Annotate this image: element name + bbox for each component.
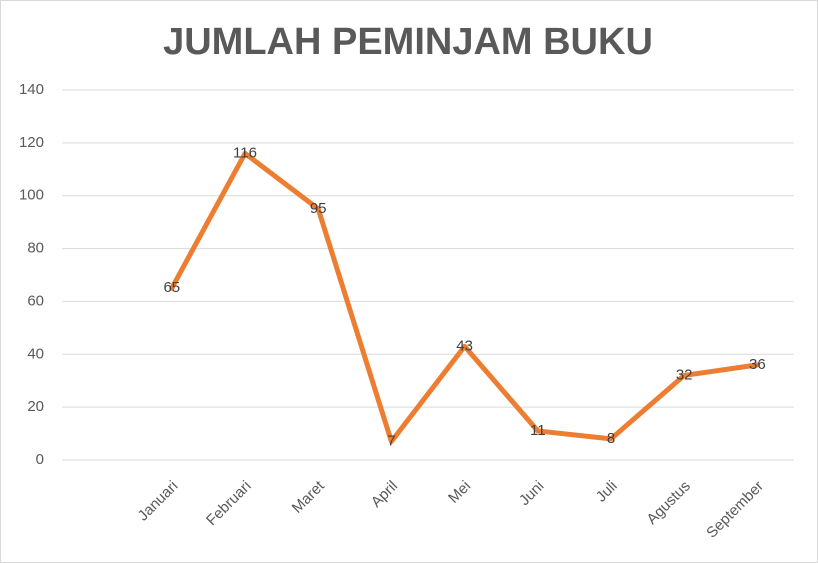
y-tick-label: 80 <box>27 240 44 257</box>
data-label: 7 <box>387 432 395 449</box>
data-label: 65 <box>163 279 180 296</box>
data-label: 8 <box>607 430 615 447</box>
line-series <box>169 150 760 444</box>
y-tick-label: 120 <box>19 134 44 151</box>
chart-title: JUMLAH PEMINJAM BUKU <box>163 21 653 63</box>
data-label: 43 <box>456 337 473 354</box>
y-tick-label: 20 <box>27 398 44 415</box>
y-tick-label: 60 <box>27 292 44 309</box>
data-label: 116 <box>233 144 257 161</box>
y-tick-label: 100 <box>19 187 44 204</box>
data-label: 11 <box>530 422 546 439</box>
y-tick-label: 0 <box>36 451 44 468</box>
data-label: 36 <box>749 356 766 373</box>
y-tick-label: 40 <box>27 345 44 362</box>
y-tick-label: 140 <box>19 81 44 98</box>
data-label: 32 <box>676 366 693 383</box>
data-label: 95 <box>310 200 327 217</box>
